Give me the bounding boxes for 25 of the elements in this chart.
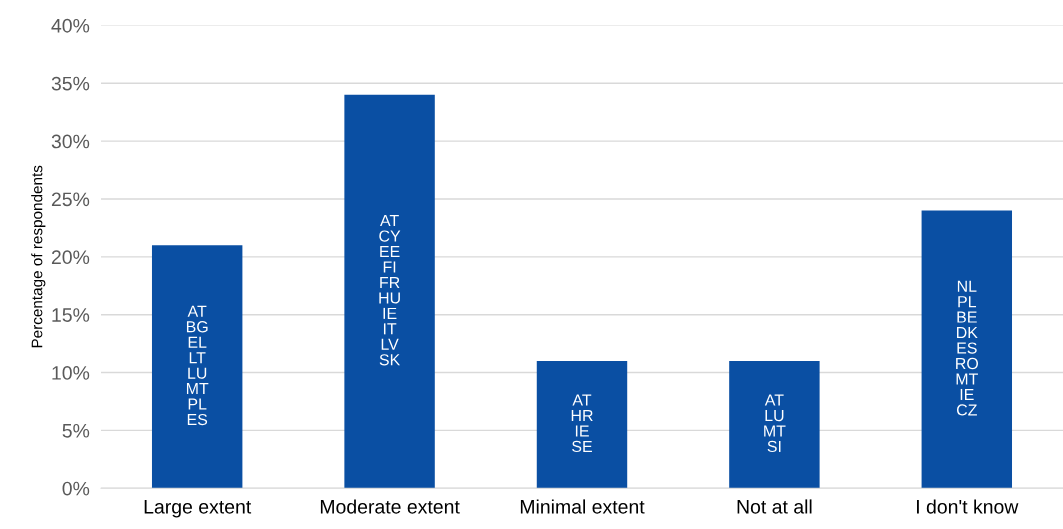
y-tick-label: 20% <box>51 250 90 265</box>
annotation: AT LU MT SI <box>764 394 786 453</box>
y-tick-label: 5% <box>62 423 90 438</box>
x-tick-label: Large extent <box>144 500 252 518</box>
annotation: AT HR IE SE <box>571 394 593 453</box>
bar <box>344 94 435 489</box>
y-tick-label: 15% <box>52 308 90 322</box>
x-tick-label: I don't know <box>917 499 1019 514</box>
y-tick-label: 10% <box>52 366 90 380</box>
y-tick-label: 0% <box>62 481 90 496</box>
bar <box>151 245 243 489</box>
bar <box>729 360 820 489</box>
bar <box>536 360 628 489</box>
x-tick-label: Moderate extent <box>320 499 460 514</box>
annotation: AT BG EL LT LU MT PL ES <box>186 305 209 426</box>
y-tick-label: 30% <box>51 134 90 149</box>
y-axis-title: Percentage of respondents <box>31 165 46 348</box>
y-tick-label: 25% <box>51 192 90 207</box>
bar <box>921 210 1013 489</box>
x-tick-label: Not at all <box>737 499 812 514</box>
y-tick-label: 35% <box>51 76 90 91</box>
y-tick-label: 40% <box>51 18 90 33</box>
text: NL PL BE DK ES RO MT IE CZ <box>956 280 979 416</box>
x-tick-label: Minimal extent <box>520 499 645 514</box>
text: AT CY EE FI FR HU IE IT LV SK <box>379 215 401 366</box>
